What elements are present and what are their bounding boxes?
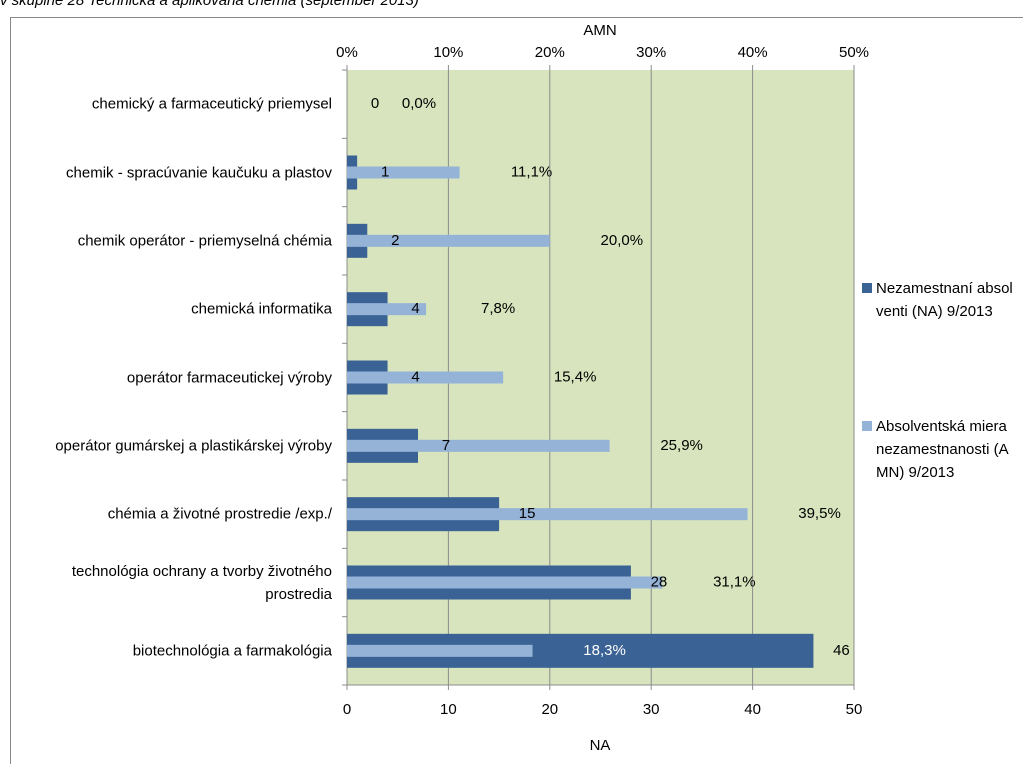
chart-frame — [10, 17, 1023, 764]
data-label: 15,4% — [554, 368, 597, 385]
bar — [347, 166, 460, 179]
category-label: chemický a farmaceutický priemysel — [91, 95, 332, 113]
data-label: 0,0% — [402, 95, 436, 112]
data-label: 18,3% — [583, 642, 626, 659]
bar — [347, 303, 427, 316]
category-label: biotechnológia a farmakológia — [132, 642, 332, 660]
x2-tick-label: 50% — [839, 44, 869, 61]
x2-tick-label: 20% — [535, 44, 565, 61]
x2-tick-label: 10% — [433, 44, 463, 61]
data-label: 39,5% — [798, 505, 841, 522]
x2-axis-title: AMN — [583, 22, 616, 39]
x-tick-label: 40 — [744, 701, 761, 718]
data-label: 25,9% — [660, 437, 703, 454]
bar — [347, 371, 504, 384]
bar — [347, 508, 748, 521]
data-label: 46 — [833, 642, 850, 659]
x-tick-label: 20 — [541, 701, 558, 718]
category-label: chémia a životné prostredie /exp./ — [107, 505, 332, 523]
data-label: 7,8% — [481, 300, 515, 317]
legend-label: Absolventská miera nezamestnanosti (AMN)… — [876, 418, 1009, 481]
data-label: 28 — [651, 573, 668, 590]
category-label: operátor gumárskej a plastikárskej výrob… — [55, 437, 332, 455]
x-tick-label: 50 — [846, 701, 863, 718]
data-label: 4 — [411, 368, 419, 385]
x2-tick-label: 40% — [738, 44, 768, 61]
category-label: chemik operátor - priemyselná chémia — [77, 232, 332, 250]
data-label: 15 — [519, 505, 536, 522]
legend-swatch — [862, 283, 872, 293]
x-tick-label: 0 — [343, 701, 351, 718]
x-tick-label: 10 — [440, 701, 457, 718]
bar — [347, 234, 550, 247]
x2-tick-label: 30% — [636, 44, 666, 61]
bar — [347, 439, 610, 452]
category-label: chemik - spracúvanie kaučuku a plastov — [66, 164, 332, 181]
legend-label: Nezamestnaní absolventi (NA) 9/2013 — [876, 280, 1013, 320]
data-label: 20,0% — [601, 232, 644, 249]
data-label: 0 — [371, 95, 379, 112]
x2-tick-label: 0% — [336, 44, 358, 61]
bar — [347, 644, 533, 657]
x-tick-label: 30 — [643, 701, 660, 718]
legend-swatch — [862, 421, 872, 431]
bar — [347, 576, 663, 589]
x-axis-title: NA — [590, 737, 611, 754]
data-label: 11,1% — [511, 163, 552, 180]
data-label: 31,1% — [713, 573, 756, 590]
category-label: technológia ochrany a tvorby životného p… — [71, 562, 332, 603]
data-label: 2 — [391, 232, 399, 249]
data-label: 7 — [442, 437, 450, 454]
category-label: operátor farmaceutickej výroby — [126, 369, 332, 386]
category-label: chemická informatika — [191, 300, 332, 318]
chart-title: v skupine 28 Technická a aplikovaná chém… — [0, 0, 419, 9]
data-label: 4 — [411, 300, 419, 317]
data-label: 1 — [381, 163, 389, 180]
